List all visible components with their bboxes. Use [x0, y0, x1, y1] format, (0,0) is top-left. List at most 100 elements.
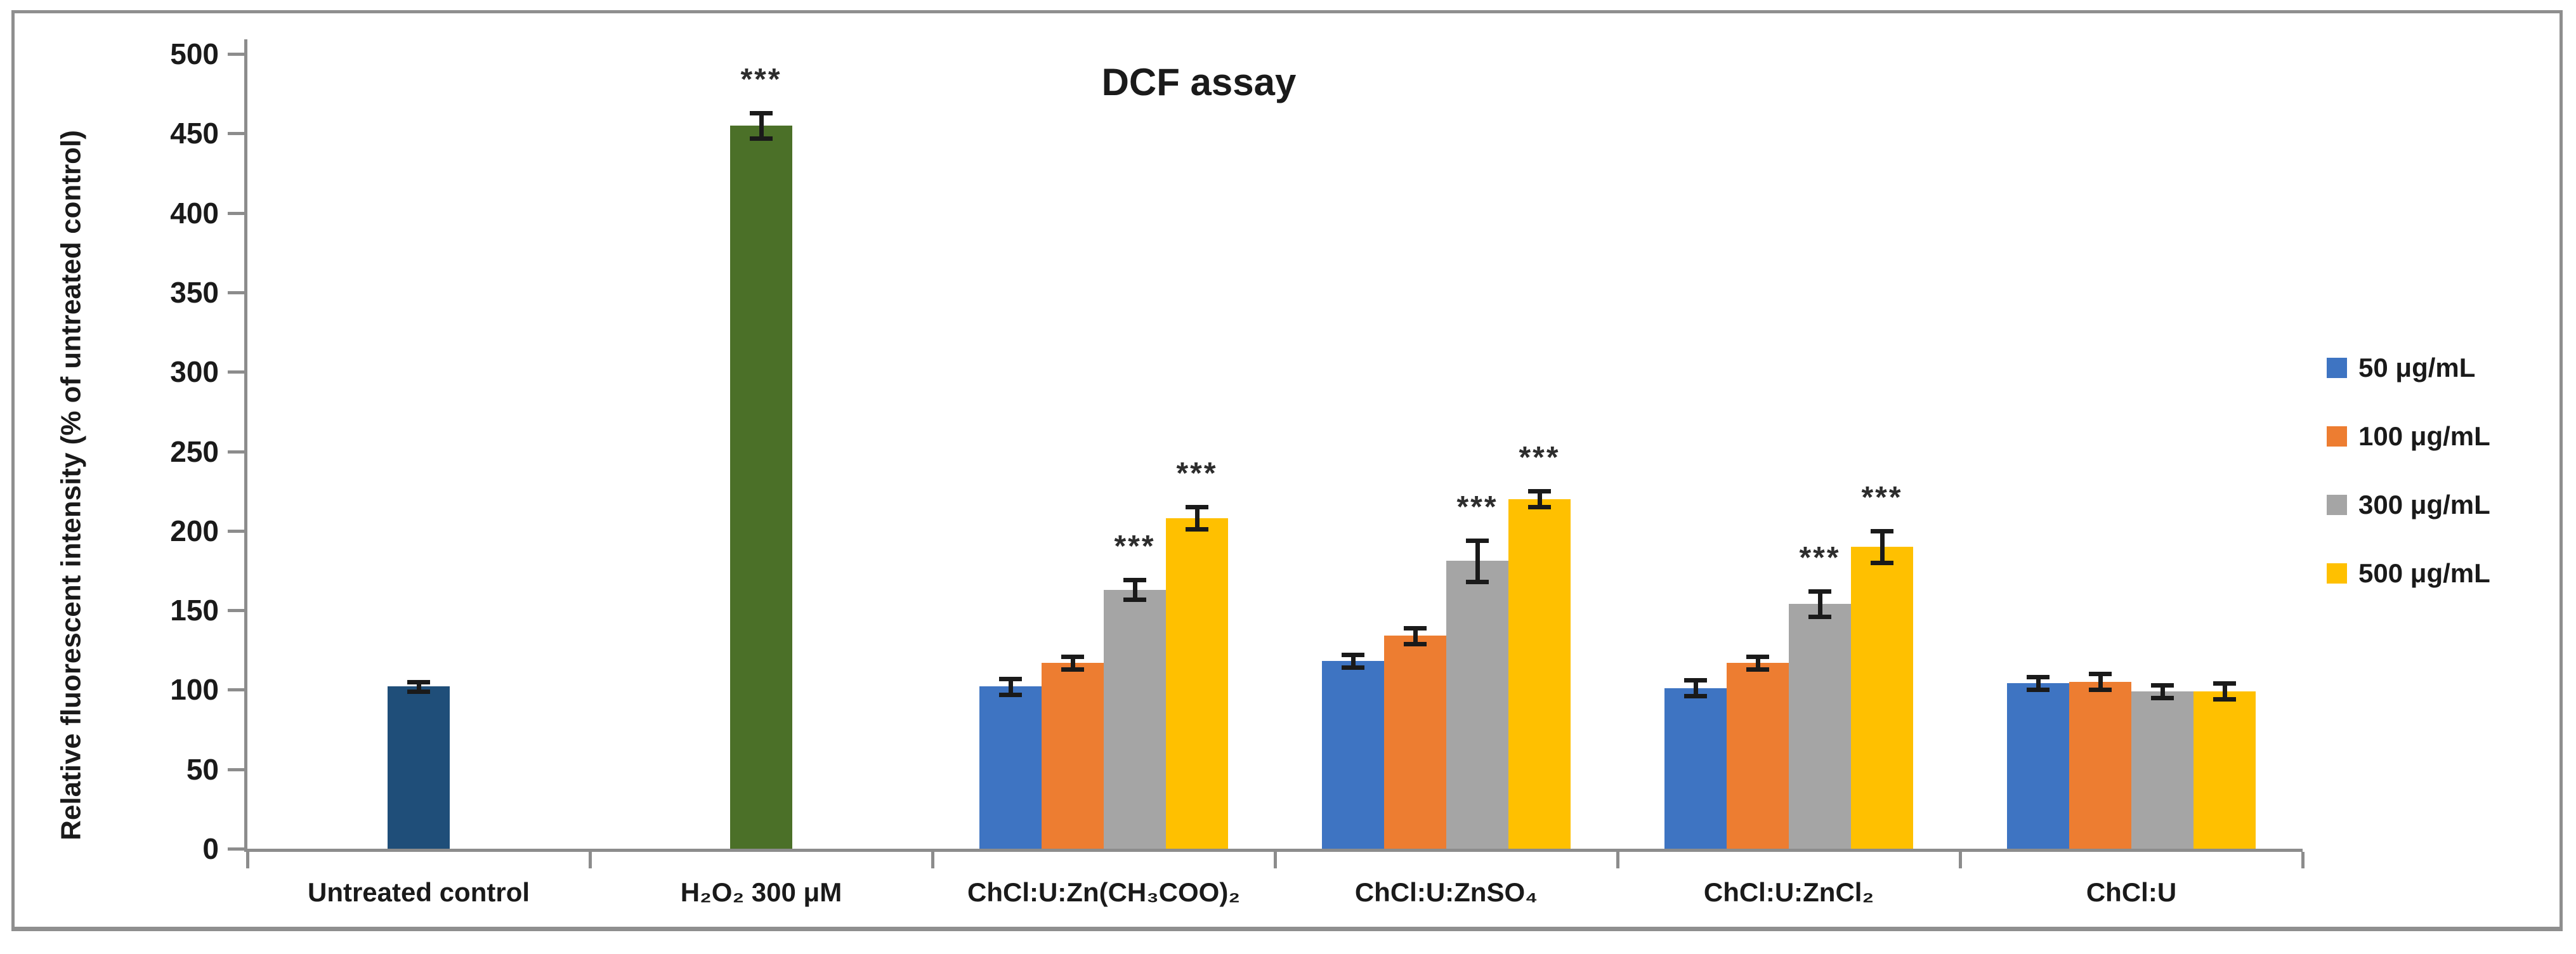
- error-bar-cap-bottom: [750, 136, 773, 141]
- y-tick-mark: [228, 688, 244, 692]
- legend-item: 100 μg/mL: [2327, 421, 2490, 451]
- legend-label: 100 μg/mL: [2358, 421, 2490, 451]
- y-tick-label: 50: [186, 752, 219, 786]
- x-tick-mark: [589, 852, 592, 868]
- error-bar: [1755, 656, 1760, 669]
- y-tick-mark: [228, 211, 244, 215]
- error-bar-cap-top: [2027, 675, 2050, 680]
- y-tick-mark: [228, 847, 244, 851]
- x-tick-mark: [1959, 852, 1962, 868]
- legend-label: 50 μg/mL: [2358, 353, 2476, 382]
- legend-swatch-50: [2327, 358, 2347, 378]
- bar-chcl-u-znso-300-g-ml: [1446, 561, 1508, 849]
- y-tick-label: 350: [170, 275, 219, 309]
- error-bar-cap-top: [750, 110, 773, 115]
- error-bar: [1413, 627, 1418, 644]
- error-bar-cap-top: [1808, 589, 1831, 594]
- bar-chcl-u-zn-ch-coo-100-g-ml: [1042, 662, 1104, 849]
- y-tick-mark: [228, 291, 244, 294]
- legend-item: 50 μg/mL: [2327, 353, 2490, 382]
- y-tick-label: 500: [170, 37, 219, 70]
- error-bar-cap-bottom: [1404, 641, 1427, 646]
- error-bar: [2222, 683, 2227, 700]
- x-axis-line: [244, 849, 2303, 852]
- error-bar: [1008, 678, 1013, 695]
- error-bar-cap-bottom: [1342, 665, 1364, 670]
- error-bar-cap-bottom: [1123, 597, 1146, 602]
- error-bar-cap-top: [1528, 489, 1551, 494]
- significance-stars: ***: [740, 62, 782, 96]
- legend: 50 μg/mL 100 μg/mL 300 μg/mL 500 μg/mL: [2327, 353, 2490, 629]
- y-axis-title: Relative fluorescent intensity (% of unt…: [55, 130, 87, 840]
- x-tick-mark: [931, 852, 934, 868]
- bar-chcl-u-zn-ch-coo-300-g-ml: [1104, 589, 1166, 849]
- significance-stars: ***: [1456, 490, 1498, 524]
- error-bar: [759, 112, 764, 138]
- error-bar-cap-bottom: [2213, 697, 2236, 702]
- error-bar: [1880, 530, 1885, 563]
- legend-label: 500 μg/mL: [2358, 558, 2490, 588]
- error-bar-cap-top: [1342, 653, 1364, 658]
- error-bar-cap-bottom: [1808, 615, 1831, 620]
- error-bar-cap-bottom: [1186, 527, 1208, 532]
- y-tick-mark: [228, 53, 244, 56]
- legend-item: 500 μg/mL: [2327, 558, 2490, 588]
- error-bar-cap-bottom: [407, 689, 430, 694]
- y-tick-mark: [228, 132, 244, 136]
- error-bar-cap-bottom: [2151, 695, 2174, 700]
- y-tick-label: 100: [170, 673, 219, 707]
- x-tick-mark: [2301, 852, 2305, 868]
- y-tick-mark: [228, 768, 244, 771]
- bar-chcl-u-300-g-ml: [2131, 691, 2194, 849]
- x-tick-mark: [1616, 852, 1619, 868]
- y-tick-mark: [228, 450, 244, 454]
- y-tick-mark: [228, 529, 244, 533]
- x-category-label-chcl-u-znso: ChCl:U:ZnSO₄: [1354, 877, 1538, 907]
- x-tick-mark: [1274, 852, 1277, 868]
- y-tick-label: 300: [170, 355, 219, 389]
- error-bar-cap-bottom: [1061, 667, 1084, 672]
- significance-stars: ***: [1519, 441, 1560, 475]
- error-bar: [2036, 677, 2041, 690]
- y-tick-label: 450: [170, 117, 219, 150]
- bar-chcl-u-50-g-ml: [2007, 683, 2069, 849]
- y-tick-label: 150: [170, 594, 219, 627]
- error-bar-cap-bottom: [1871, 560, 1893, 565]
- error-bar: [1350, 655, 1356, 668]
- significance-stars: ***: [1114, 530, 1156, 564]
- error-bar: [1537, 491, 1542, 507]
- bar-chcl-u-100-g-ml: [2069, 681, 2131, 849]
- x-tick-mark: [246, 852, 249, 868]
- bar-chcl-u-znso-500-g-ml: [1508, 499, 1571, 849]
- x-category-label-h-o-300-m: H₂O₂ 300 μM: [680, 877, 842, 907]
- y-tick-label: 200: [170, 514, 219, 547]
- x-category-label-chcl-u: ChCl:U: [2086, 877, 2177, 907]
- error-bar: [1475, 540, 1480, 582]
- y-axis-line: [244, 39, 247, 852]
- bar-chcl-u-zn-ch-coo-50-g-ml: [979, 686, 1042, 849]
- bar-h-o-300-m-h-o-300-m: [730, 125, 792, 849]
- bar-chcl-u-zncl-100-g-ml: [1727, 662, 1789, 849]
- error-bar: [2098, 674, 2103, 690]
- error-bar: [416, 681, 421, 691]
- y-tick-mark: [228, 370, 244, 374]
- bar-chcl-u-zncl-300-g-ml: [1789, 604, 1851, 849]
- error-bar-cap-bottom: [2027, 688, 2050, 693]
- error-bar: [1693, 680, 1698, 696]
- error-bar-cap-bottom: [1466, 579, 1489, 584]
- bar-chcl-u-znso-50-g-ml: [1322, 661, 1384, 849]
- error-bar-cap-bottom: [1746, 667, 1769, 672]
- legend-swatch-300: [2327, 495, 2347, 515]
- legend-swatch-500: [2327, 563, 2347, 584]
- error-bar-cap-top: [1404, 625, 1427, 631]
- error-bar-cap-top: [1466, 538, 1489, 543]
- bar-chcl-u-znso-100-g-ml: [1384, 636, 1446, 849]
- error-bar: [1817, 591, 1822, 617]
- legend-swatch-100: [2327, 426, 2347, 447]
- error-bar-cap-bottom: [999, 692, 1022, 697]
- x-category-label-chcl-u-zncl: ChCl:U:ZnCl₂: [1703, 877, 1874, 907]
- legend-label: 300 μg/mL: [2358, 490, 2490, 519]
- error-bar: [1132, 580, 1137, 599]
- bar-chcl-u-zncl-50-g-ml: [1664, 688, 1727, 849]
